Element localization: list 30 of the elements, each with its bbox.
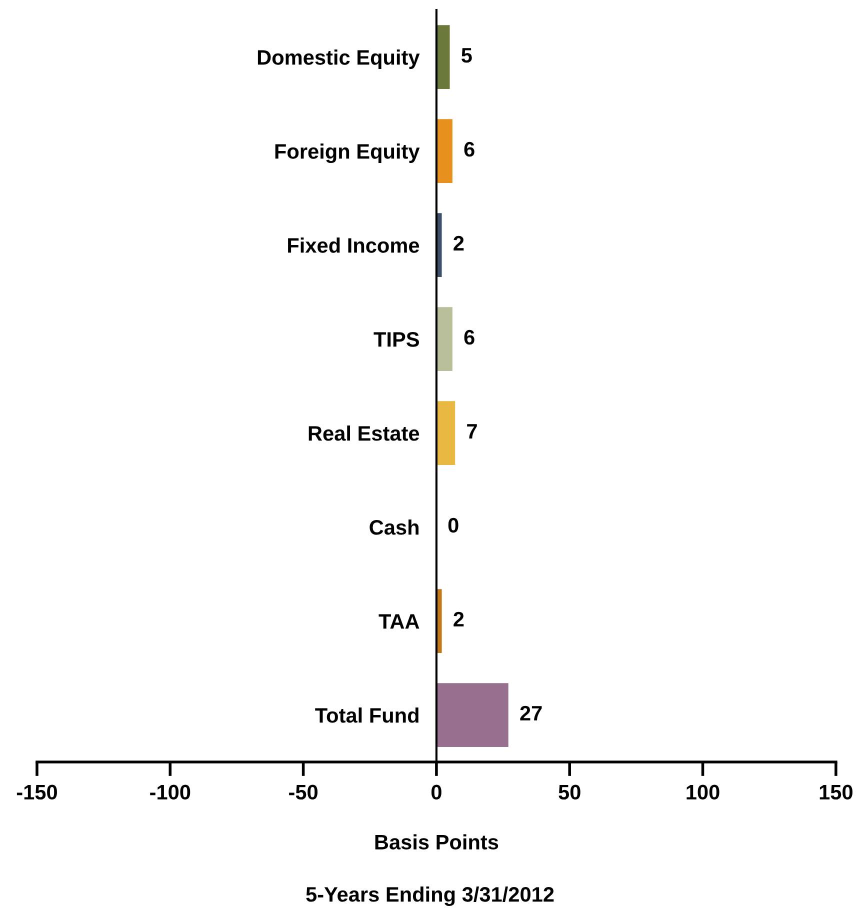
data-label: 7 xyxy=(467,424,477,438)
y-tick-label: Foreign Equity xyxy=(275,144,420,164)
x-tick-label: -150 xyxy=(16,784,57,800)
data-label: 5 xyxy=(462,48,472,63)
data-label: 6 xyxy=(464,142,474,157)
y-tick-label: Real Estate xyxy=(308,426,420,441)
y-tick-label: TIPS xyxy=(374,332,419,347)
x-tick-label: -100 xyxy=(150,784,190,800)
data-label: 2 xyxy=(454,612,464,626)
y-tick-label: Domestic Equity xyxy=(258,50,420,69)
data-label: 0 xyxy=(448,518,458,533)
data-label: 2 xyxy=(454,236,464,250)
x-tick-label: 50 xyxy=(558,784,580,800)
y-tick-label: Total Fund xyxy=(315,707,418,723)
data-label: 6 xyxy=(464,330,474,345)
x-tick-label: 150 xyxy=(820,784,852,800)
y-tick-label: Cash xyxy=(370,519,418,535)
bar xyxy=(436,401,456,466)
bar xyxy=(436,683,508,747)
x-tick-label: 100 xyxy=(686,784,720,800)
bar xyxy=(436,119,452,184)
y-tick-label: TAA xyxy=(378,614,420,629)
bar xyxy=(436,307,452,372)
x-tick-label: -50 xyxy=(289,784,318,800)
y-tick-label: Fixed Income xyxy=(288,238,420,253)
x-axis-title: Basis Points xyxy=(375,834,498,850)
bar xyxy=(436,25,450,90)
x-tick-label: 0 xyxy=(431,784,442,800)
text: 5-Years Ending 3/31/2012 xyxy=(306,886,554,906)
data-label: 27 xyxy=(520,706,542,720)
